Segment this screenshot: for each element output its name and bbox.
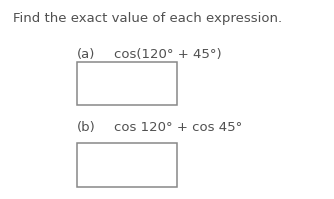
Text: (b): (b) [77,121,96,134]
Text: cos(120° + 45°): cos(120° + 45°) [114,48,221,61]
Text: Find the exact value of each expression.: Find the exact value of each expression. [13,12,283,25]
Bar [77,62,177,105]
Bar [77,143,177,187]
Text: (a): (a) [77,48,95,61]
Text: cos 120° + cos 45°: cos 120° + cos 45° [114,121,242,134]
